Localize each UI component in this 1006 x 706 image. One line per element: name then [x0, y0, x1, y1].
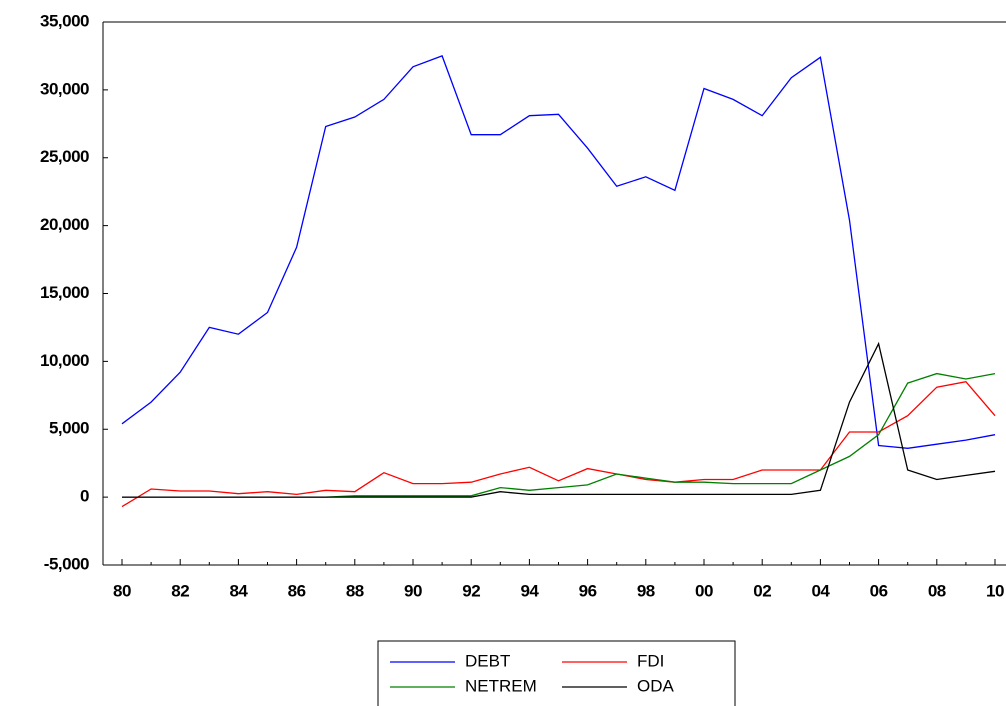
x-tick-label: 84 [229, 581, 248, 600]
x-tick-label: 92 [462, 581, 480, 600]
y-tick-label: 35,000 [40, 11, 89, 30]
y-tick-label: 0 [80, 487, 89, 506]
x-tick-label: 10 [986, 581, 1004, 600]
x-tick-label: 08 [928, 581, 946, 600]
y-tick-label: 5,000 [49, 419, 89, 438]
x-tick-label: 88 [346, 581, 364, 600]
series-line [121, 55, 996, 449]
x-tick-label: 06 [870, 581, 888, 600]
x-tick-label: 86 [288, 581, 306, 600]
x-tick-label: 00 [695, 581, 713, 600]
series-line [122, 372, 996, 498]
x-tick-label: 04 [811, 581, 830, 600]
x-tick-label: 82 [171, 581, 189, 600]
y-tick-label: 30,000 [40, 79, 89, 98]
x-tick-label: 90 [404, 581, 422, 600]
x-tick-label: 80 [113, 581, 131, 600]
x-tick-label: 96 [579, 581, 597, 600]
x-tick-label: 02 [753, 581, 771, 600]
legend-label: DEBT [465, 651, 510, 670]
y-tick-label: -5,000 [44, 554, 89, 573]
y-tick-label: 25,000 [40, 147, 89, 166]
legend-label: FDI [637, 651, 664, 670]
y-tick-label: 20,000 [40, 215, 89, 234]
x-tick-label: 94 [520, 581, 539, 600]
legend-label: ODA [637, 676, 675, 695]
y-tick-label: 15,000 [40, 283, 89, 302]
series-line [122, 341, 996, 498]
legend-box [377, 640, 736, 706]
series-line [121, 380, 996, 508]
x-tick-label: 98 [637, 581, 655, 600]
legend-label: NETREM [465, 676, 537, 695]
y-tick-label: 10,000 [40, 351, 89, 370]
